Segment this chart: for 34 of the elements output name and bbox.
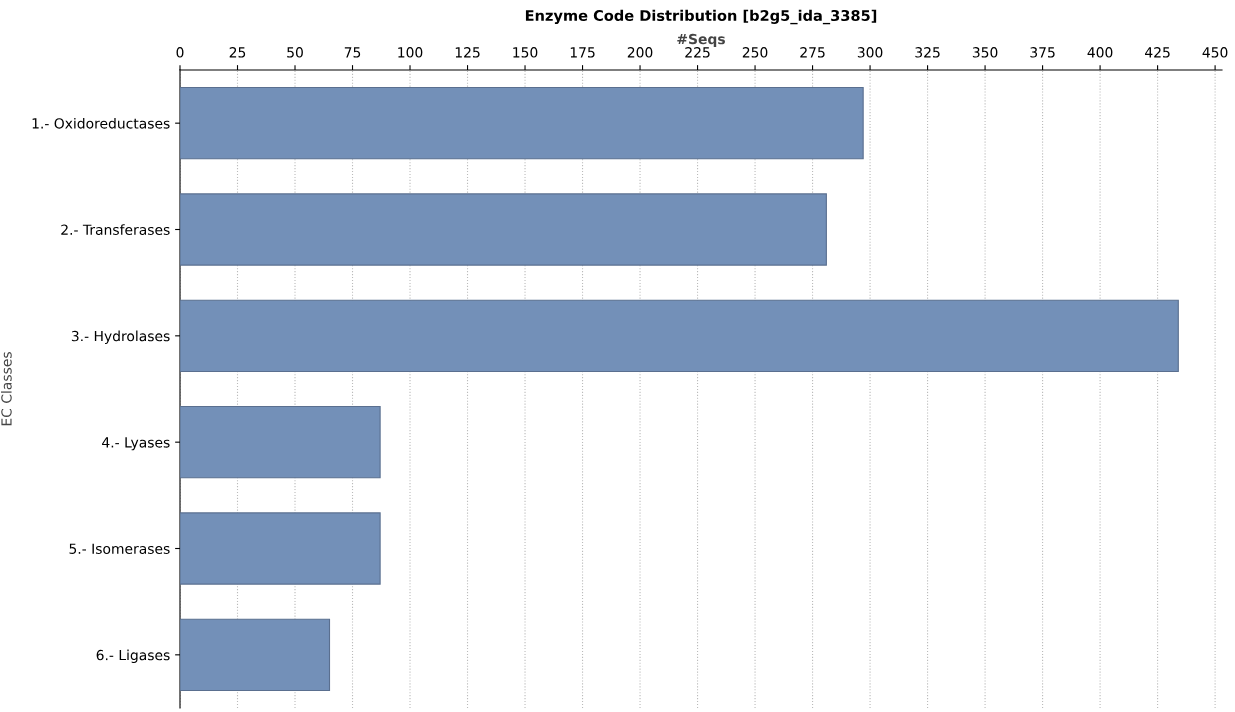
x-tick-label: 375 (1030, 47, 1055, 58)
y-axis-title: EC Classes (0, 352, 12, 426)
x-tick-label: 300 (857, 47, 883, 58)
bar (180, 86, 864, 160)
bar (180, 193, 827, 266)
x-tick-label: 100 (398, 47, 423, 58)
y-tick-label: 5.- Isomerases (69, 543, 170, 554)
bar (180, 512, 381, 585)
x-tick-label: 225 (685, 47, 710, 58)
x-tick-label: 325 (915, 47, 940, 58)
x-tick-label: 200 (627, 47, 653, 58)
y-tick-label: 4.- Lyases (102, 437, 170, 451)
x-tick-label: 25 (229, 47, 246, 58)
x-tick-label: 275 (800, 47, 825, 58)
x-tick-label: 150 (513, 47, 538, 58)
bar (180, 405, 381, 479)
bar (180, 299, 1179, 373)
x-tick-label: 250 (742, 47, 768, 58)
x-tick-label: 450 (1202, 47, 1228, 58)
bar (180, 618, 331, 692)
x-axis-title: #Seqs (677, 33, 725, 47)
y-tick-label: 1.- Oxidoreductases (32, 117, 170, 129)
chart-title: Enzyme Code Distribution [b2g5_ida_3385] (525, 9, 877, 25)
y-tick-label: 2.- Transferases (61, 224, 170, 235)
x-tick-label: 75 (344, 47, 361, 58)
x-tick-label: 425 (1145, 47, 1170, 58)
x-tick-label: 0 (176, 47, 184, 58)
x-tick-label: 400 (1087, 47, 1113, 58)
x-tick-label: 50 (287, 47, 303, 58)
x-tick-label: 175 (570, 47, 595, 58)
y-tick-label: 6.- Ligases (96, 649, 170, 663)
x-tick-label: 125 (455, 47, 480, 58)
y-tick-label: 3.- Hydrolases (71, 330, 170, 344)
x-tick-label: 350 (972, 47, 998, 58)
